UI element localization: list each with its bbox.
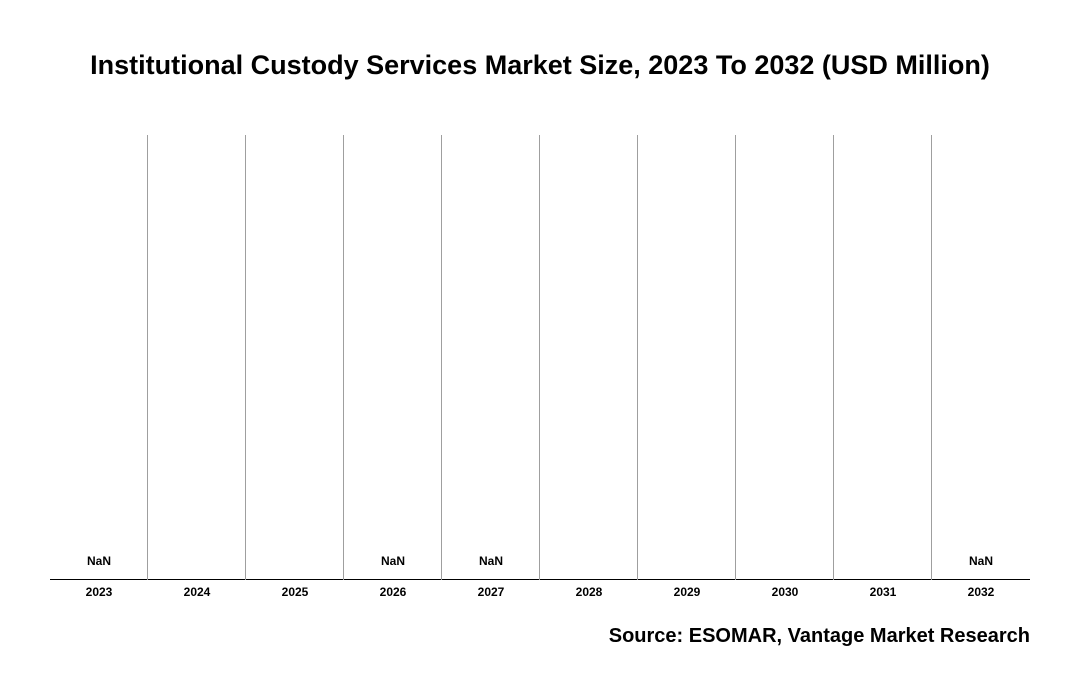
bar-column xyxy=(736,135,834,580)
bar-value-label: NaN xyxy=(442,554,540,568)
x-axis-tick-label: 2028 xyxy=(540,585,638,599)
bar-value-label: NaN xyxy=(50,554,148,568)
bar-column xyxy=(540,135,638,580)
bar-column: NaN xyxy=(932,135,1030,580)
x-axis-tick-label: 2030 xyxy=(736,585,834,599)
bar-column: NaN xyxy=(442,135,540,580)
x-axis-tick-label: 2023 xyxy=(50,585,148,599)
plot-area: NaNNaNNaNNaN xyxy=(50,135,1030,580)
source-attribution: Source: ESOMAR, Vantage Market Research xyxy=(609,625,1030,648)
x-axis-tick-label: 2029 xyxy=(638,585,736,599)
x-axis-tick-label: 2027 xyxy=(442,585,540,599)
x-axis-tick-label: 2031 xyxy=(834,585,932,599)
bar-value-label: NaN xyxy=(932,554,1030,568)
x-axis-labels: 2023202420252026202720282029203020312032 xyxy=(50,585,1030,605)
chart-container: Institutional Custody Services Market Si… xyxy=(0,0,1080,700)
bar-column xyxy=(834,135,932,580)
x-axis-tick-label: 2026 xyxy=(344,585,442,599)
bar-column xyxy=(148,135,246,580)
bar-column: NaN xyxy=(50,135,148,580)
bar-column: NaN xyxy=(344,135,442,580)
x-axis-tick-label: 2024 xyxy=(148,585,246,599)
bar-column xyxy=(638,135,736,580)
x-axis-tick-label: 2025 xyxy=(246,585,344,599)
chart-title: Institutional Custody Services Market Si… xyxy=(50,50,1030,81)
bar-column xyxy=(246,135,344,580)
x-axis-tick-label: 2032 xyxy=(932,585,1030,599)
bar-value-label: NaN xyxy=(344,554,442,568)
